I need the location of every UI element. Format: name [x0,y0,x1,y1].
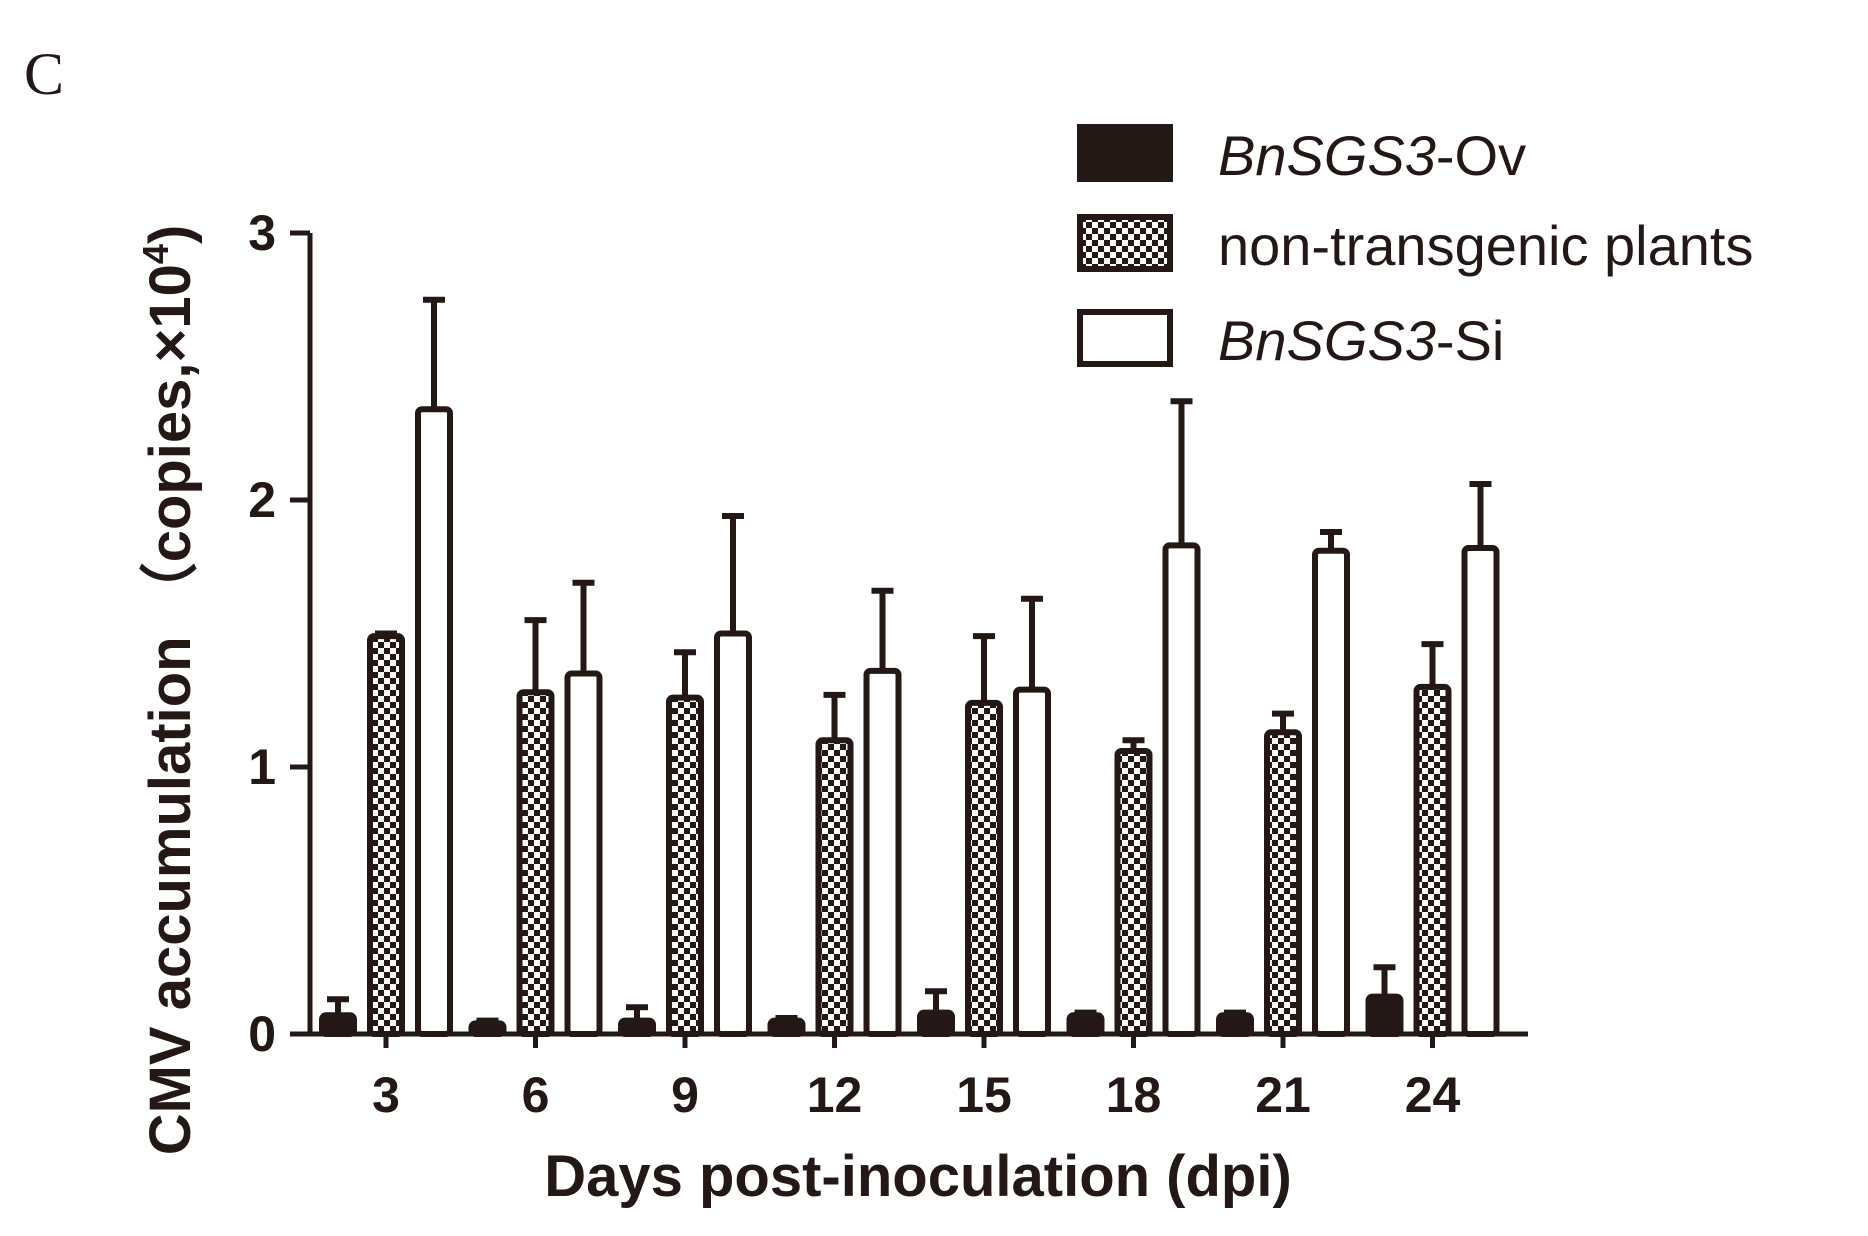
x-tick-label: 3 [372,1067,400,1123]
bar [666,694,704,1038]
y-tick-label: 3 [248,205,276,261]
legend-label: non-transgenic plants [1218,214,1753,277]
x-tick-label: 6 [522,1067,550,1123]
bar [815,737,854,1037]
bar [863,667,902,1037]
bar [767,1017,806,1038]
bar [965,699,1003,1037]
y-axis-title-close: ) [138,225,203,244]
legend-label-text: -Ov [1436,124,1526,187]
bars: 3 6 9 12 15 18 21 24 [319,296,1500,1123]
bar [319,1012,357,1037]
bar [1013,686,1051,1037]
x-tick-label: 18 [1106,1067,1162,1123]
bar [1312,547,1350,1037]
y-axis-title: CMV accumulation （copies,×104) [135,225,203,1156]
legend-swatch [1077,124,1173,182]
legend-label-text: -Si [1436,309,1504,372]
x-tick-label: 15 [956,1067,1012,1123]
x-tick-label: 12 [807,1067,863,1123]
bar [1264,729,1302,1037]
bar [564,670,603,1037]
y-tick-label: 0 [248,1006,276,1062]
bar [468,1020,507,1038]
y-axis-title-sup: 4 [135,244,176,264]
bar [1216,1012,1254,1037]
bar [1162,542,1201,1037]
legend-swatch [1077,309,1173,367]
x-tick-label: 21 [1255,1067,1311,1123]
y-tick-label: 2 [248,472,276,528]
bar [415,406,453,1038]
bar [1461,545,1500,1037]
bar [917,1009,955,1038]
bar [1066,1012,1105,1037]
bar [516,689,555,1037]
bar [618,1017,656,1038]
y-tick-label: 1 [248,739,276,795]
bar [1114,747,1153,1037]
bar [1365,993,1404,1037]
legend-swatch [1077,214,1173,272]
legend-label-italic: BnSGS3 [1218,124,1436,187]
bar [1413,683,1452,1038]
legend-label: BnSGS3-Ov [1218,124,1526,187]
legend-label-italic: BnSGS3 [1218,309,1436,372]
bar [367,633,405,1037]
y-axis-title-main: CMV accumulation （copies,×10 [138,264,203,1155]
x-tick-label: 24 [1405,1067,1461,1123]
legend-label: BnSGS3-Si [1218,309,1504,372]
x-axis-title: Days post-inoculation (dpi) [544,1144,1292,1209]
panel-label: C [24,41,64,107]
legend-label-text: non-transgenic plants [1218,214,1753,277]
bar [714,630,752,1037]
x-tick-label: 9 [671,1067,699,1123]
